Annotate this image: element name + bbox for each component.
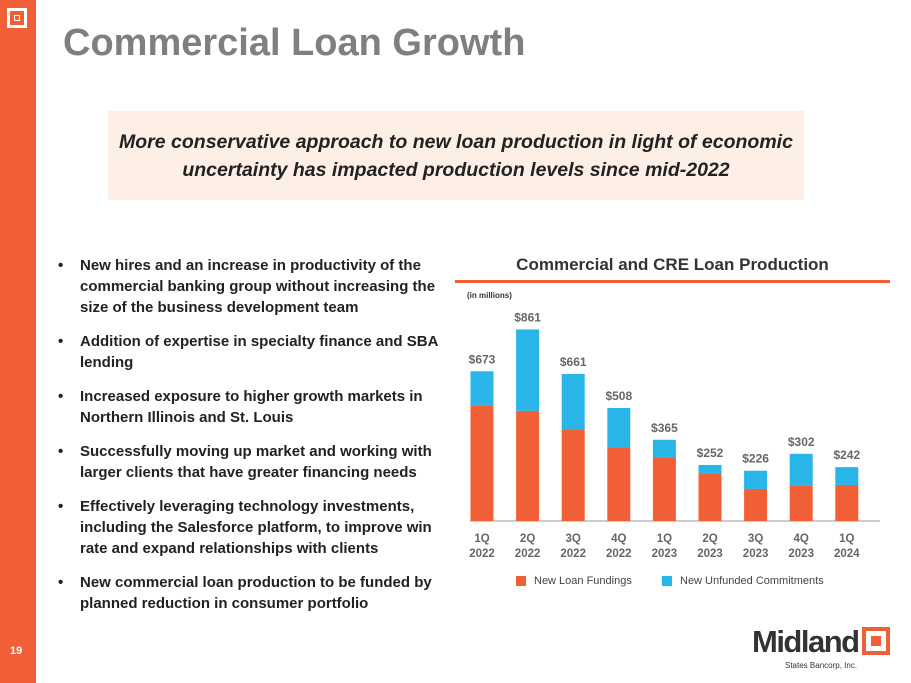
x-tick-label: 2022	[469, 548, 495, 560]
sidebar-accent: 19	[0, 0, 36, 683]
total-label: $226	[742, 452, 769, 466]
total-label: $661	[560, 355, 587, 369]
total-label: $861	[514, 310, 541, 324]
callout-box: More conservative approach to new loan p…	[108, 111, 804, 200]
legend-swatch	[662, 576, 672, 586]
bar-unfunded	[561, 373, 585, 430]
x-tick-label: 2022	[515, 548, 541, 560]
bullet-item: Addition of expertise in specialty finan…	[58, 331, 453, 373]
bullet-item: Successfully moving up market and workin…	[58, 441, 453, 483]
bar-fundings	[835, 484, 859, 521]
legend-unfunded: New Unfunded Commitments	[662, 575, 824, 587]
bar-fundings	[744, 488, 768, 521]
total-label: $252	[697, 446, 724, 460]
bar-fundings	[561, 429, 585, 521]
x-tick-label: 2023	[652, 548, 678, 560]
total-label: $242	[833, 448, 860, 462]
total-label: $508	[605, 389, 632, 403]
bar-unfunded	[470, 371, 494, 406]
bullet-item: Increased exposure to higher growth mark…	[58, 386, 453, 428]
bar-fundings	[652, 457, 676, 521]
bar-fundings	[607, 447, 631, 521]
x-tick-label: 2022	[606, 548, 632, 560]
x-tick-label: 2Q	[520, 533, 535, 545]
x-tick-label: 2022	[560, 548, 586, 560]
bullet-list: New hires and an increase in productivit…	[58, 255, 453, 627]
total-label: $365	[651, 421, 678, 435]
bar-unfunded	[835, 467, 859, 485]
chart-units: (in millions)	[467, 291, 512, 300]
bullet-item: New hires and an increase in productivit…	[58, 255, 453, 318]
legend-swatch	[516, 576, 526, 586]
x-tick-label: 1Q	[474, 533, 489, 545]
legend-label: New Loan Fundings	[534, 575, 632, 587]
logo-icon	[7, 8, 27, 28]
x-tick-label: 2023	[697, 548, 723, 560]
bar-unfunded	[744, 470, 768, 489]
legend-fundings: New Loan Fundings	[516, 575, 632, 587]
x-tick-label: 2Q	[702, 533, 717, 545]
x-tick-label: 3Q	[566, 533, 581, 545]
x-tick-label: 3Q	[748, 533, 763, 545]
brand-logo: Midland	[752, 624, 860, 659]
total-label: $673	[469, 352, 496, 366]
brand-subtitle: States Bancorp, Inc.	[785, 661, 858, 670]
page-title: Commercial Loan Growth	[63, 22, 526, 64]
legend-label: New Unfunded Commitments	[680, 575, 824, 587]
bar-unfunded	[607, 407, 631, 448]
bar-fundings	[516, 410, 540, 521]
x-tick-label: 1Q	[839, 533, 854, 545]
total-label: $302	[788, 435, 815, 449]
bar-unfunded	[652, 439, 676, 458]
bullet-item: New commercial loan production to be fun…	[58, 572, 453, 614]
x-tick-label: 2024	[834, 548, 860, 560]
callout-text: More conservative approach to new loan p…	[119, 130, 793, 181]
bar-fundings	[470, 405, 494, 521]
page-number: 19	[10, 645, 23, 657]
x-tick-label: 4Q	[611, 533, 626, 545]
bar-unfunded	[789, 453, 813, 486]
brand-logo-icon	[862, 627, 890, 655]
bar-fundings	[698, 473, 722, 521]
bar-unfunded	[698, 464, 722, 474]
bullet-item: Effectively leveraging technology invest…	[58, 496, 453, 559]
x-tick-label: 2023	[743, 548, 769, 560]
bar-unfunded	[516, 329, 540, 411]
x-tick-label: 2023	[788, 548, 814, 560]
x-tick-label: 4Q	[794, 533, 809, 545]
x-tick-label: 1Q	[657, 533, 672, 545]
bar-fundings	[789, 485, 813, 521]
chart-title: Commercial and CRE Loan Production	[455, 255, 890, 283]
